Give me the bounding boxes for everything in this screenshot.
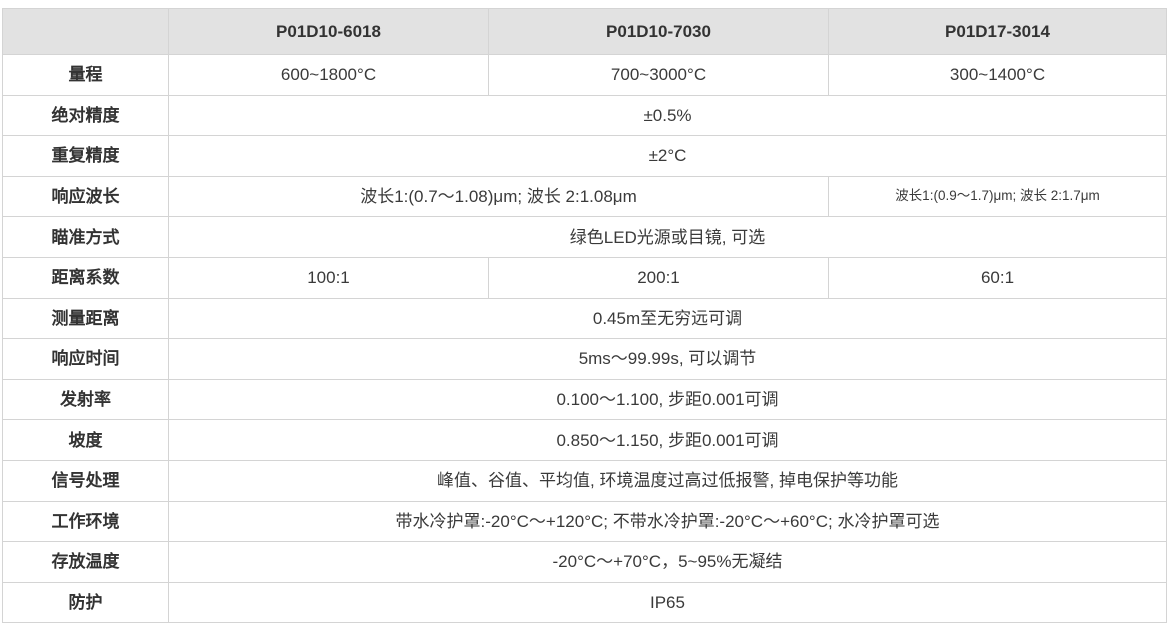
table-row: 存放温度 -20°C～+70°C，5~95%无凝结 xyxy=(2,541,1167,583)
table-row: 重复精度 ±2°C xyxy=(2,135,1167,177)
table-row: 工作环境 带水冷护罩:-20°C～+120°C; 不带水冷护罩:-20°C～+60… xyxy=(2,500,1167,543)
spec-value-cell: 波长1:(0.9～1.7)μm; 波长 2:1.7μm xyxy=(828,175,1167,218)
row-label: 重复精度 xyxy=(2,135,169,177)
product-column-header: P01D17-3014 xyxy=(828,8,1167,55)
table-row: 响应时间 5ms～99.99s, 可以调节 xyxy=(2,338,1167,380)
spec-value-cell: 波长1:(0.7～1.08)μm; 波长 2:1.08μm xyxy=(168,175,829,218)
spec-value-cell: 700~3000°C xyxy=(488,54,829,96)
spec-value-cell: IP65 xyxy=(168,581,1167,624)
table-row: 发射率 0.100～1.100, 步距0.001可调 xyxy=(2,378,1167,421)
table-row: 绝对精度 ±0.5% xyxy=(2,94,1167,137)
row-label: 绝对精度 xyxy=(2,94,169,137)
product-column-header: P01D10-6018 xyxy=(168,8,489,55)
spec-value-cell: 200:1 xyxy=(488,256,829,299)
spec-value-cell: 100:1 xyxy=(168,256,489,299)
row-label: 响应波长 xyxy=(2,175,169,218)
spec-table-header: P01D10-6018 P01D10-7030 P01D17-3014 xyxy=(2,8,1167,55)
table-row: 防护 IP65 xyxy=(2,581,1167,624)
table-row: 测量距离 0.45m至无穷远可调 xyxy=(2,297,1167,340)
spec-value-cell: ±0.5% xyxy=(168,94,1167,137)
row-label: 防护 xyxy=(2,581,169,624)
header-row: P01D10-6018 P01D10-7030 P01D17-3014 xyxy=(2,8,1167,55)
row-label: 发射率 xyxy=(2,378,169,421)
spec-table-body: 量程 600~1800°C 700~3000°C 300~1400°C 绝对精度 ±0.5… xyxy=(2,54,1167,624)
spec-value-cell: ±2°C xyxy=(168,135,1167,177)
spec-value-cell: 0.45m至无穷远可调 xyxy=(168,297,1167,340)
spec-value-cell: 绿色LED光源或目镜, 可选 xyxy=(168,216,1167,258)
spec-value-cell: 0.100～1.100, 步距0.001可调 xyxy=(168,378,1167,421)
spec-value-cell: 300~1400°C xyxy=(828,54,1167,96)
spec-value-cell: 0.850～1.150, 步距0.001可调 xyxy=(168,419,1167,461)
table-row: 信号处理 峰值、谷值、平均值, 环境温度过高过低报警, 掉电保护等功能 xyxy=(2,459,1167,502)
row-label: 存放温度 xyxy=(2,541,169,583)
spec-value-cell: 600~1800°C xyxy=(168,54,489,96)
spec-value-cell: 60:1 xyxy=(828,256,1167,299)
spec-value-cell: 峰值、谷值、平均值, 环境温度过高过低报警, 掉电保护等功能 xyxy=(168,459,1167,502)
spec-value-cell: -20°C～+70°C，5~95%无凝结 xyxy=(168,541,1167,583)
row-label: 距离系数 xyxy=(2,256,169,299)
product-column-header: P01D10-7030 xyxy=(488,8,829,55)
row-label: 量程 xyxy=(2,54,169,96)
table-row: 坡度 0.850～1.150, 步距0.001可调 xyxy=(2,419,1167,461)
row-label: 工作环境 xyxy=(2,500,169,543)
spec-value-cell: 带水冷护罩:-20°C～+120°C; 不带水冷护罩:-20°C～+60°C; … xyxy=(168,500,1167,543)
table-row: 瞄准方式 绿色LED光源或目镜, 可选 xyxy=(2,216,1167,258)
table-row: 距离系数 100:1 200:1 60:1 xyxy=(2,256,1167,299)
row-label: 瞄准方式 xyxy=(2,216,169,258)
row-label: 响应时间 xyxy=(2,338,169,380)
row-label: 坡度 xyxy=(2,419,169,461)
row-label: 测量距离 xyxy=(2,297,169,340)
spec-value-cell: 5ms～99.99s, 可以调节 xyxy=(168,338,1167,380)
corner-cell xyxy=(2,8,169,55)
product-spec-table: P01D10-6018 P01D10-7030 P01D17-3014 量程 60… xyxy=(2,8,1167,624)
table-row: 量程 600~1800°C 700~3000°C 300~1400°C xyxy=(2,54,1167,96)
row-label: 信号处理 xyxy=(2,459,169,502)
table-row: 响应波长 波长1:(0.7～1.08)μm; 波长 2:1.08μm 波长1:(0.… xyxy=(2,175,1167,218)
